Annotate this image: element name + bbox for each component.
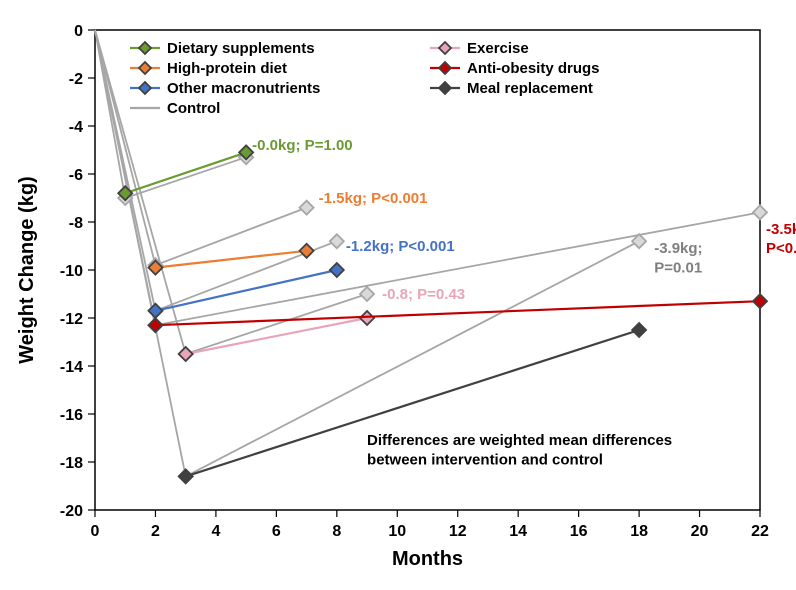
legend-label-meal: Meal replacement (467, 80, 593, 97)
legend-label-dietary: Dietary supplements (167, 40, 315, 57)
x-tick-label: 2 (151, 523, 160, 540)
annotation-meal: -3.9kg; (654, 240, 702, 257)
x-tick-label: 16 (570, 523, 588, 540)
legend-label-control: Control (167, 100, 220, 117)
annotation-protein: -1.5kg; P<0.001 (319, 190, 428, 207)
y-tick-label: 0 (74, 23, 83, 40)
x-axis-title: Months (392, 548, 463, 570)
legend-label-macro: Other macronutrients (167, 80, 320, 97)
annotation2-drugs: P<0.001 (766, 240, 796, 257)
x-tick-label: 8 (332, 523, 341, 540)
weight-change-chart: 0 2 4 6 8 10 12 14 16 18 20 22 0 -2 -4 -6 -8 -10 -12 -14 -16… (0, 0, 796, 590)
y-tick-label: -14 (60, 359, 83, 376)
y-tick-label: -16 (60, 407, 83, 424)
annotation-drugs: -3.5kg; (766, 221, 796, 238)
x-tick-label: 20 (691, 523, 709, 540)
y-tick-label: -20 (60, 503, 83, 520)
y-tick-label: -4 (69, 119, 83, 136)
y-tick-label: -18 (60, 455, 83, 472)
annotation2-meal: P=0.01 (654, 259, 702, 276)
y-tick-label: -10 (60, 263, 83, 280)
annotation-dietary: -0.0kg; P=1.00 (252, 137, 352, 154)
legend-label-protein: High-protein diet (167, 60, 287, 77)
y-tick-label: -8 (69, 215, 83, 232)
x-tick-label: 12 (449, 523, 467, 540)
y-axis-title: Weight Change (kg) (16, 176, 38, 363)
x-tick-label: 0 (91, 523, 100, 540)
x-tick-label: 22 (751, 523, 769, 540)
legend-label-drugs: Anti-obesity drugs (467, 60, 600, 77)
caption-line1: Differences are weighted mean difference… (367, 432, 672, 449)
x-tick-label: 14 (509, 523, 527, 540)
x-tick-label: 4 (211, 523, 220, 540)
caption-line2: between intervention and control (367, 451, 603, 468)
annotation-macro: -1.2kg; P<0.001 (346, 238, 455, 255)
x-tick-label: 6 (272, 523, 281, 540)
y-tick-label: -12 (60, 311, 83, 328)
x-tick-label: 10 (388, 523, 406, 540)
y-tick-label: -6 (69, 167, 83, 184)
annotation-exercise: -0.8; P=0.43 (382, 286, 465, 303)
y-tick-label: -2 (69, 71, 83, 88)
x-tick-label: 18 (630, 523, 648, 540)
legend-label-exercise: Exercise (467, 40, 529, 57)
